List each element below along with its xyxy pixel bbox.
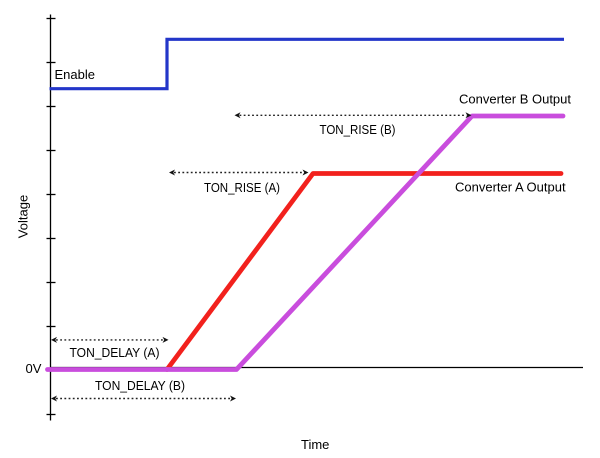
svg-text:Converter B Output: Converter B Output xyxy=(459,92,571,107)
svg-text:Enable: Enable xyxy=(55,67,95,82)
svg-text:TON_DELAY (A): TON_DELAY (A) xyxy=(70,345,160,360)
svg-text:Time: Time xyxy=(301,437,329,452)
svg-text:TON_RISE (B): TON_RISE (B) xyxy=(320,122,396,137)
svg-text:TON_RISE (A): TON_RISE (A) xyxy=(204,180,280,195)
svg-text:0V: 0V xyxy=(26,361,42,376)
svg-text:TON_DELAY (B): TON_DELAY (B) xyxy=(95,378,185,393)
svg-text:Converter A Output: Converter A Output xyxy=(455,180,566,195)
svg-text:Voltage: Voltage xyxy=(16,195,31,238)
